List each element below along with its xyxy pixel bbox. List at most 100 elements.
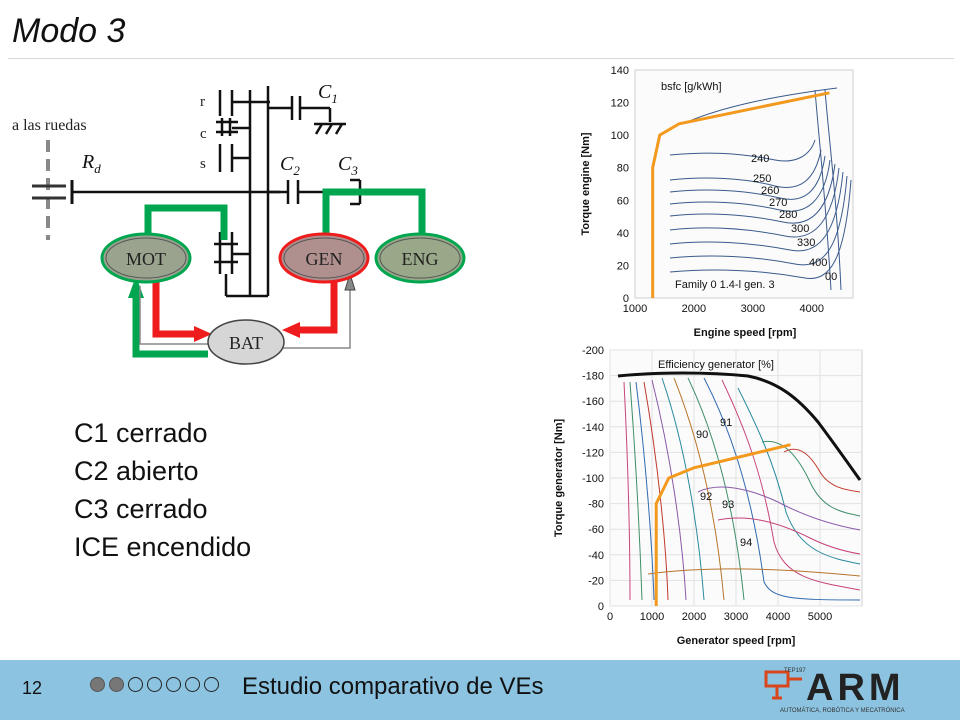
- x-tick-label: 1000: [640, 611, 664, 623]
- y-tick-label: -60: [588, 524, 604, 536]
- y-tick-label: 140: [611, 65, 629, 77]
- contour-label: 92: [700, 491, 712, 503]
- y-tick-label: -120: [582, 447, 604, 459]
- bat-component: BAT: [207, 319, 285, 365]
- bsfc-map-chart: 0 20 40 60 80 100 120 140 1000 2000 3000 4000 240 25…: [580, 65, 854, 339]
- bsfc-operating-line: [651, 91, 830, 298]
- generator-xlabel: Generator speed [rpm]: [677, 635, 796, 647]
- bsfc-title: bsfc [g/kWh]: [661, 81, 722, 93]
- carrier-label: c: [200, 126, 207, 142]
- y-tick-label: -180: [582, 371, 604, 383]
- mot-label: MOT: [126, 249, 166, 269]
- generator-axes: 0 -20 -40 -60 -80 -100 -120 -140 -160 -180 -200 0 10…: [582, 345, 832, 623]
- contour-label: 240: [751, 153, 769, 165]
- eng-component: ENG: [374, 232, 466, 284]
- contour-label: 400: [809, 257, 827, 269]
- generator-ylabel: Torque generator [Nm]: [553, 418, 565, 537]
- progress-dot: [185, 677, 200, 692]
- c2-clutch: [268, 180, 330, 204]
- y-tick-label: 40: [617, 228, 629, 240]
- y-tick-label: 120: [611, 98, 629, 110]
- generator-efficiency-contours: [623, 377, 861, 601]
- x-tick-label: 1000: [623, 303, 647, 315]
- arm-logo: TEP197 ARM AUTOMÁTICA, ROBÓTICA Y MECATR…: [764, 667, 905, 714]
- progress-dot: [166, 677, 181, 692]
- page-number: 12: [22, 678, 43, 698]
- contour-label: 250: [753, 173, 771, 185]
- x-tick-label: 3000: [724, 611, 748, 623]
- logo-tag: TEP197: [784, 668, 806, 674]
- contour-label: 270: [769, 197, 787, 209]
- status-line: ICE encendido: [74, 532, 252, 562]
- contour-label: 260: [761, 185, 779, 197]
- y-tick-label: -80: [588, 499, 604, 511]
- c1-label: C1: [318, 81, 338, 106]
- status-line: C3 cerrado: [74, 494, 208, 524]
- contour-label: 94: [740, 537, 752, 549]
- bsfc-xlabel: Engine speed [rpm]: [694, 327, 797, 339]
- progress-dot: [90, 677, 105, 692]
- c3-label: C3: [338, 153, 358, 178]
- ring-label: r: [200, 94, 205, 110]
- red-arrow-head-left: [194, 326, 212, 342]
- footer-bar: 12 Estudio comparativo de VEs TEP197 ARM…: [0, 660, 960, 720]
- y-tick-label: 0: [623, 293, 629, 305]
- y-tick-label: -100: [582, 473, 604, 485]
- progress-dot: [147, 677, 162, 692]
- contour-label: 300: [791, 223, 809, 235]
- max-torque-curve: [617, 371, 862, 481]
- progress-dots: [90, 677, 219, 692]
- red-arrow-head-right: [282, 322, 300, 338]
- bsfc-axes: 0 20 40 60 80 100 120 140 1000 2000 3000 4000: [611, 65, 824, 315]
- contour-label: 00: [825, 271, 837, 283]
- bsfc-contours: [669, 87, 852, 291]
- gen-label: GEN: [306, 249, 343, 269]
- wheels-label: a las ruedas: [12, 117, 87, 134]
- contour-label: 280: [779, 209, 797, 221]
- contour-label: 330: [797, 237, 815, 249]
- contour-label: 91: [720, 417, 732, 429]
- generator-contour-labels: 90 91 92 93 94: [696, 417, 752, 549]
- x-tick-label: 3000: [741, 303, 765, 315]
- x-tick-label: 4000: [800, 303, 824, 315]
- y-tick-label: -40: [588, 550, 604, 562]
- red-power-flow: [152, 282, 338, 338]
- y-tick-label: 80: [617, 163, 629, 175]
- x-tick-label: 2000: [682, 303, 706, 315]
- slide-title: Modo 3: [12, 12, 126, 50]
- y-tick-label: 60: [617, 195, 629, 207]
- logo-text: ARM: [806, 667, 905, 709]
- generator-operating-line: [654, 443, 791, 606]
- bsfc-annotation: Family 0 1.4-l gen. 3: [675, 279, 775, 291]
- y-tick-label: 100: [611, 130, 629, 142]
- c1-clutch: [268, 96, 346, 135]
- eng-label: ENG: [402, 249, 439, 269]
- x-tick-label: 2000: [682, 611, 706, 623]
- green-power-flow: [132, 188, 426, 358]
- bsfc-ylabel: Torque engine [Nm]: [580, 132, 592, 235]
- footer-title: Estudio comparativo de VEs: [242, 673, 544, 700]
- y-tick-label: 0: [598, 601, 604, 613]
- gen-component: GEN: [278, 232, 370, 284]
- y-tick-label: 20: [617, 260, 629, 272]
- generator-efficiency-chart: 0 -20 -40 -60 -80 -100 -120 -140 -160 -180 -200 0 10…: [553, 345, 863, 647]
- sun-label: s: [200, 156, 206, 172]
- bat-label: BAT: [229, 333, 263, 353]
- progress-dot: [204, 677, 219, 692]
- rd-label: Rd: [81, 151, 101, 176]
- mot-component: MOT: [100, 232, 192, 284]
- x-tick-label: 4000: [766, 611, 790, 623]
- contour-label: 93: [722, 499, 734, 511]
- powertrain-diagram: a las ruedas Rd r c s: [12, 81, 466, 365]
- gray-arrow-head: [344, 272, 356, 291]
- contour-label: 90: [696, 429, 708, 441]
- status-line: C1 cerrado: [74, 418, 208, 448]
- clutch-status-list: C1 cerrado C2 abierto C3 cerrado ICE enc…: [74, 414, 251, 566]
- gray-signal-lines: [139, 286, 351, 349]
- y-tick-label: -140: [582, 422, 604, 434]
- title-divider: [8, 58, 954, 59]
- x-tick-label: 5000: [808, 611, 832, 623]
- progress-dot: [128, 677, 143, 692]
- status-line: C2 abierto: [74, 456, 199, 486]
